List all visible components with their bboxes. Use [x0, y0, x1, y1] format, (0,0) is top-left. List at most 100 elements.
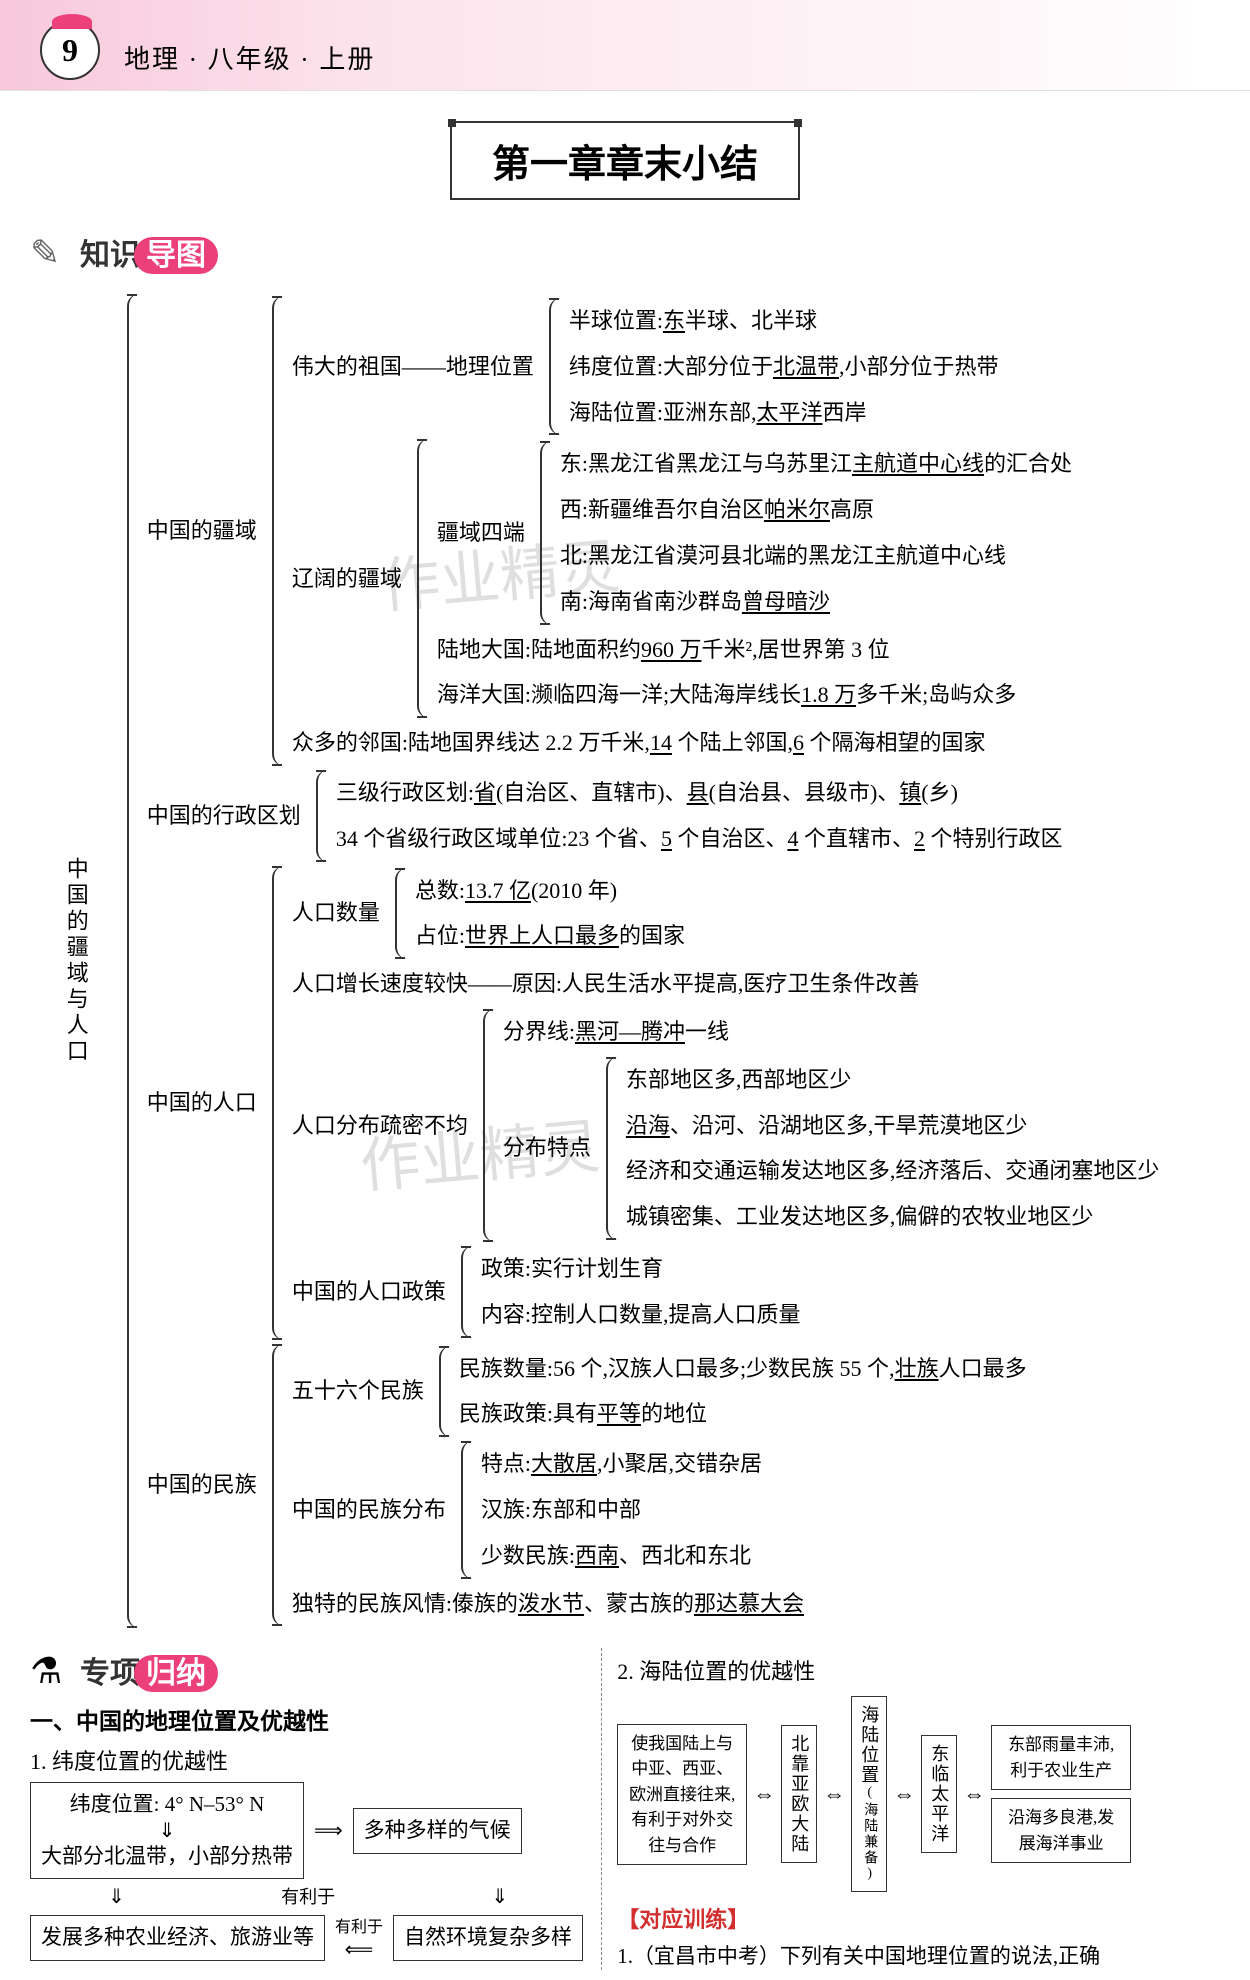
- bottom-section: 专项归纳 一、中国的地理位置及优越性 1. 纬度位置的优越性 纬度位置: 4° …: [30, 1648, 1220, 1970]
- u: 平等: [597, 1401, 641, 1426]
- node-label: 人口分布疏密不均: [292, 1009, 473, 1242]
- dbox: 沿海多良港,发展海洋事业: [991, 1798, 1131, 1863]
- leaf: 汉族:东部和中部: [481, 1487, 762, 1533]
- t: 、沿河、沿湖地区多,干旱荒漠地区少: [670, 1113, 1028, 1138]
- u: 太平洋: [756, 400, 822, 425]
- t: 总数:: [415, 878, 465, 903]
- leaf: 民族政策:具有平等的地位: [459, 1391, 1027, 1437]
- tree-root-row: 中国的疆域与人口 中国的疆域 伟大的祖国——地理位置 半球位置:东半球、北半球 …: [50, 294, 1220, 1628]
- dbox: 发展多种农业经济、旅游业等: [30, 1915, 325, 1961]
- t: ,小部分位于热带: [839, 354, 999, 379]
- t: 人口最多: [939, 1356, 1027, 1381]
- t: 独特的民族风情:傣族的: [292, 1591, 518, 1616]
- double-arrow-icon: [753, 1781, 775, 1807]
- t: 34 个省级行政区域单位:23 个省、: [336, 826, 661, 851]
- u: 4: [787, 826, 798, 851]
- u: 泼水节: [518, 1591, 584, 1616]
- dbox: 东部雨量丰沛,利于农业生产: [991, 1725, 1131, 1790]
- u: 县: [687, 780, 709, 805]
- t: 民族数量:56 个,汉族人口最多;少数民族 55 个,: [459, 1356, 895, 1381]
- bottom-left: 专项归纳 一、中国的地理位置及优越性 1. 纬度位置的优越性 纬度位置: 4° …: [30, 1648, 601, 1970]
- u: 1.8 万: [801, 682, 856, 707]
- leaf: 东部地区多,西部地区少: [626, 1057, 1160, 1103]
- leaf: 内容:控制人口数量,提高人口质量: [481, 1292, 801, 1338]
- subheading-1: 1. 纬度位置的优越性: [30, 1744, 586, 1776]
- node-population: 中国的人口 人口数量 总数:13.7 亿(2010 年) 占位:世界上人口最多的…: [147, 864, 1220, 1342]
- vbox: 海陆位置 (海陆兼备): [851, 1696, 887, 1892]
- right-arrow-icon: ⟹: [314, 1818, 343, 1843]
- dbox: 自然环境复杂多样: [393, 1915, 583, 1961]
- down-arrow-icon: ⇓: [491, 1884, 508, 1909]
- leaf: 纬度位置:大部分位于北温带,小部分位于热带: [569, 344, 999, 390]
- double-arrow-icon: [893, 1781, 915, 1807]
- t: (自治区、直辖市)、: [496, 780, 687, 805]
- t: 纬度位置: 4° N–53° N: [41, 1789, 293, 1821]
- u: 2: [914, 826, 925, 851]
- u: 14: [650, 730, 672, 755]
- leaf: 海洋大国:濒临四海一洋;大陆海岸线长1.8 万多千米;岛屿众多: [437, 672, 1072, 718]
- node-56: 五十六个民族 民族数量:56 个,汉族人口最多;少数民族 55 个,壮族人口最多…: [292, 1344, 1027, 1440]
- leaf: 人口增长速度较快——原因:人民生活水平提高,医疗卫生条件改善: [292, 961, 1160, 1007]
- special-summary-badge: 专项归纳: [30, 1648, 586, 1692]
- t: (乡): [921, 780, 958, 805]
- t: 个自治区、: [672, 826, 788, 851]
- tree-root-label: 中国的疆域与人口: [50, 294, 102, 1628]
- rbox-group: 东部雨量丰沛,利于农业生产 沿海多良港,发展海洋事业: [991, 1725, 1131, 1863]
- badge-highlight: 导图: [134, 237, 218, 274]
- u: 省: [474, 780, 496, 805]
- brace: 人口数量 总数:13.7 亿(2010 年) 占位:世界上人口最多的国家 人口增…: [272, 866, 1160, 1340]
- node-vast: 辽阔的疆域 疆域四端 东:黑龙江省黑龙江与乌苏里江主航道中心线的汇合处 西:新疆…: [292, 437, 1072, 720]
- node-policy: 中国的人口政策 政策:实行计划生育 内容:控制人口数量,提高人口质量: [292, 1244, 1160, 1340]
- u: 镇: [899, 780, 921, 805]
- diagram-sealand: 使我国陆上与中亚、西亚、欧洲直接往来,有利于对外交往与合作 北靠亚欧大陆 海陆位…: [617, 1696, 1220, 1892]
- leaf: 经济和交通运输发达地区多,经济落后、交通闭塞地区少: [626, 1148, 1160, 1194]
- t: 的地位: [641, 1401, 707, 1426]
- node-label: 中国的疆域: [147, 296, 262, 766]
- u: 东: [663, 308, 685, 333]
- t: 东:黑龙江省黑龙江与乌苏里江: [560, 451, 852, 476]
- t: 西岸: [822, 400, 866, 425]
- u: 5: [661, 826, 672, 851]
- page-header: 9 地理 · 八年级 · 上册: [0, 0, 1250, 91]
- brace: 半球位置:东半球、北半球 纬度位置:大部分位于北温带,小部分位于热带 海陆位置:…: [549, 298, 999, 435]
- node-label: 中国的行政区划: [147, 770, 306, 862]
- t: 多千米;岛屿众多: [856, 682, 1016, 707]
- t: 高原: [830, 497, 874, 522]
- left-arrow-icon: ⟸: [345, 1939, 374, 1961]
- t: 分界线:: [503, 1019, 575, 1044]
- t: 个隔海相望的国家: [804, 730, 986, 755]
- t: 个特别行政区: [925, 826, 1063, 851]
- node-label: 分布特点: [503, 1057, 596, 1240]
- leaf: 特点:大散居,小聚居,交错杂居: [481, 1441, 762, 1487]
- leaf: 独特的民族风情:傣族的泼水节、蒙古族的那达慕大会: [292, 1581, 1027, 1627]
- heading-1: 一、中国的地理位置及优越性: [30, 1702, 586, 1736]
- t: 大部分北温带，小部分热带: [41, 1841, 293, 1873]
- node-label: 中国的民族: [147, 1344, 262, 1627]
- u: 大散居: [531, 1451, 597, 1476]
- double-arrow-icon: [823, 1781, 845, 1807]
- chapter-title: 第一章章末小结: [450, 121, 800, 200]
- u: 北温带: [773, 354, 839, 379]
- header-title: 地理 · 八年级 · 上册: [124, 39, 375, 76]
- u: 那达慕大会: [694, 1591, 804, 1616]
- chapter-title-wrap: 第一章章末小结: [0, 121, 1250, 200]
- diagram-latitude: 纬度位置: 4° N–53° N ⇓ 大部分北温带，小部分热带 ⟹ 多种多样的气…: [30, 1782, 586, 1962]
- t: 的汇合处: [984, 451, 1072, 476]
- brace: 伟大的祖国——地理位置 半球位置:东半球、北半球 纬度位置:大部分位于北温带,小…: [272, 296, 1072, 766]
- u: 世界上人口最多: [465, 923, 619, 948]
- node-ethnic: 中国的民族 五十六个民族 民族数量:56 个,汉族人口最多;少数民族 55 个,…: [147, 1342, 1220, 1629]
- t: 特点:: [481, 1451, 531, 1476]
- node-ethnic-dist: 中国的民族分布 特点:大散居,小聚居,交错杂居 汉族:东部和中部 少数民族:西南…: [292, 1439, 1027, 1580]
- node-admin: 中国的行政区划 三级行政区划:省(自治区、直辖市)、县(自治县、县级市)、镇(乡…: [147, 768, 1220, 864]
- t: (海陆兼备): [859, 1785, 879, 1883]
- brace: 疆域四端 东:黑龙江省黑龙江与乌苏里江主航道中心线的汇合处 西:新疆维吾尔自治区…: [417, 439, 1072, 718]
- node-label: 辽阔的疆域: [292, 439, 407, 718]
- leaf: 政策:实行计划生育: [481, 1246, 801, 1292]
- node-label: 伟大的祖国——地理位置: [292, 298, 539, 435]
- dbox: 多种多样的气候: [353, 1808, 522, 1854]
- u: 6: [793, 730, 804, 755]
- leaf: 占位:世界上人口最多的国家: [415, 913, 685, 959]
- node-location: 伟大的祖国——地理位置 半球位置:东半球、北半球 纬度位置:大部分位于北温带,小…: [292, 296, 1072, 437]
- node-label: 中国的民族分布: [292, 1441, 451, 1578]
- leaf: 民族数量:56 个,汉族人口最多;少数民族 55 个,壮族人口最多: [459, 1346, 1027, 1392]
